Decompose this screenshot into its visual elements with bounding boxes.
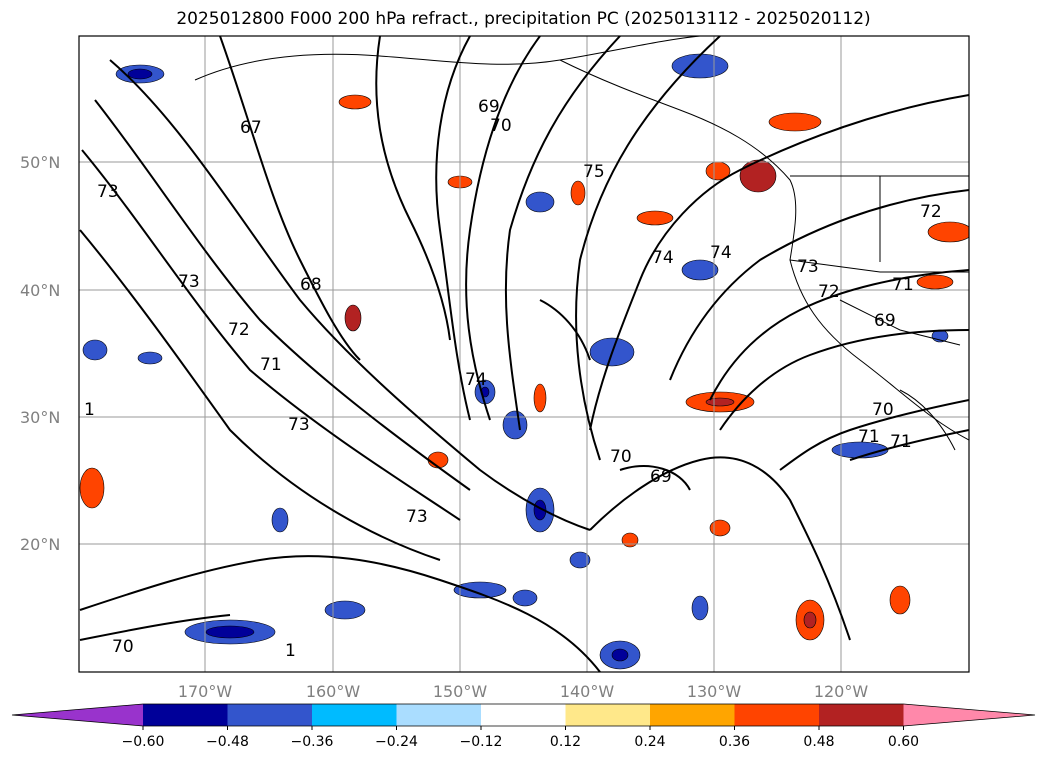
colorbar-tick-label: 0.12 xyxy=(550,734,581,750)
lon-label: 130°W xyxy=(687,682,742,701)
contour-label: 70 xyxy=(112,637,134,657)
colorbar-tick-label: −0.24 xyxy=(375,734,418,750)
contour-label: 70 xyxy=(872,400,894,420)
contour-label: 69 xyxy=(478,97,500,117)
contour-label: 67 xyxy=(240,118,262,138)
contour-label: 70 xyxy=(610,447,632,467)
contour-label: 71 xyxy=(892,275,914,295)
colorbar-segment xyxy=(227,704,313,726)
colorbar-tick-label: −0.48 xyxy=(206,734,249,750)
contour-label: 73 xyxy=(97,182,119,202)
map-title: 2025012800 F000 200 hPa refract., precip… xyxy=(176,9,871,29)
lat-label: 40°N xyxy=(20,281,60,300)
contour-label: 71 xyxy=(890,432,912,452)
contour-label: 73 xyxy=(406,507,428,527)
colorbar-segment xyxy=(312,704,397,726)
contour-label: 74 xyxy=(465,370,487,390)
contour-label: 71 xyxy=(858,427,880,447)
colorbar-segment xyxy=(396,704,482,726)
lon-label: 160°W xyxy=(306,682,361,701)
longitude-labels: 170°W 160°W 150°W 140°W 130°W 120°W xyxy=(178,682,869,701)
colorbar: −0.60 −0.48 −0.36 −0.24 −0.12 0.12 0.24 0.36 0.4… xyxy=(11,703,1036,750)
colorbar-tick-label: 0.36 xyxy=(719,734,750,750)
contour-label: 74 xyxy=(652,248,674,268)
contour-label: 72 xyxy=(920,202,942,222)
contour-labels: 67 69 70 73 75 73 68 74 74 73 71 72 71 6… xyxy=(84,97,942,661)
colorbar-tick-label: −0.60 xyxy=(122,734,165,750)
lon-label: 120°W xyxy=(814,682,869,701)
colorbar-segment xyxy=(650,704,735,726)
refractivity-contours xyxy=(79,36,969,672)
colorbar-tick-label: −0.12 xyxy=(460,734,503,750)
colorbar-segment xyxy=(481,704,566,726)
contour-label: 1 xyxy=(285,641,296,661)
contour-label: 68 xyxy=(300,275,322,295)
colorbar-segment xyxy=(734,704,820,726)
latitude-labels: 50°N 40°N 30°N 20°N xyxy=(20,153,60,554)
contour-label: 75 xyxy=(583,162,605,182)
contour-label: 71 xyxy=(260,355,282,375)
colorbar-segment xyxy=(565,704,651,726)
contour-label: 73 xyxy=(178,272,200,292)
lon-label: 150°W xyxy=(433,682,488,701)
colorbar-extend-low xyxy=(12,704,143,726)
map-area: 67 69 70 73 75 73 68 74 74 73 71 72 71 6… xyxy=(79,36,969,672)
contour-label: 72 xyxy=(228,320,250,340)
contour-label: 73 xyxy=(797,257,819,277)
contour-label: 69 xyxy=(874,311,896,331)
contour-label: 70 xyxy=(490,116,512,136)
contour-label: 72 xyxy=(818,282,840,302)
map-frame xyxy=(78,35,970,673)
colorbar-tick-label: 0.60 xyxy=(888,734,919,750)
contour-label: 73 xyxy=(288,415,310,435)
lon-label: 170°W xyxy=(178,682,233,701)
gridlines xyxy=(79,36,969,672)
colorbar-tick-label: −0.36 xyxy=(291,734,334,750)
lat-label: 30°N xyxy=(20,408,60,427)
contour-label: 69 xyxy=(650,467,672,487)
lon-label: 140°W xyxy=(560,682,615,701)
contour-label: 74 xyxy=(710,243,732,263)
lat-label: 20°N xyxy=(20,535,60,554)
colorbar-segment xyxy=(143,704,228,726)
colorbar-segment xyxy=(819,704,904,726)
colorbar-tick-label: 0.24 xyxy=(634,734,665,750)
colorbar-extend-high xyxy=(903,704,1035,726)
contour-label: 1 xyxy=(84,400,95,420)
colorbar-tick-label: 0.48 xyxy=(803,734,834,750)
lat-label: 50°N xyxy=(20,153,60,172)
